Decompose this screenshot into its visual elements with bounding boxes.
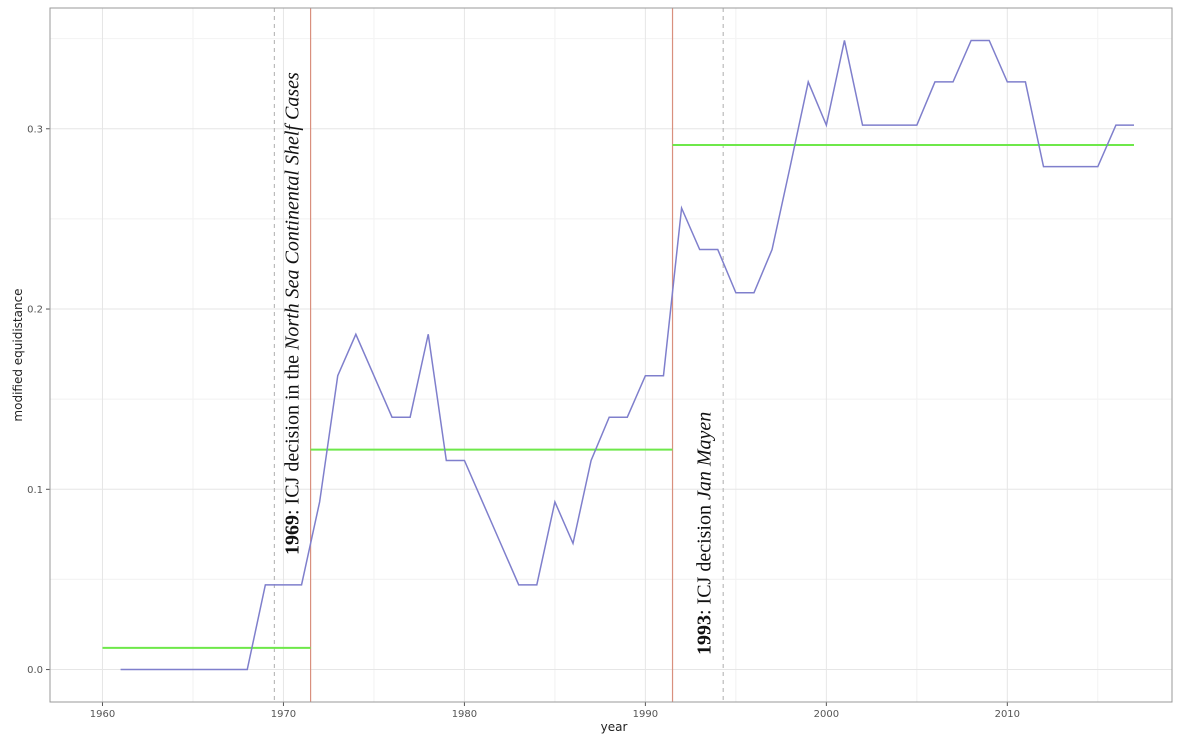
annotation-case: North Sea Continental Shelf Cases xyxy=(282,72,304,351)
x-tick-label: 2010 xyxy=(995,709,1020,720)
x-tick-label: 1960 xyxy=(90,709,115,720)
y-tick-label: 0.2 xyxy=(27,305,43,316)
annotation-case: Jan Mayen xyxy=(694,412,716,500)
plot-border xyxy=(49,7,1173,703)
annotation: 1993: ICJ decision Jan Mayen xyxy=(694,412,716,655)
annotation-year: 1969 xyxy=(282,515,304,555)
x-tick-label: 2000 xyxy=(814,709,839,720)
y-axis-label: modified equidistance xyxy=(11,288,25,421)
x-axis-label: year xyxy=(601,720,628,734)
annotation-text: : ICJ decision xyxy=(694,500,716,615)
annotation-year: 1993 xyxy=(694,615,716,655)
x-tick-label: 1970 xyxy=(271,709,296,720)
y-tick-label: 0.0 xyxy=(27,665,43,676)
y-tick-label: 0.1 xyxy=(27,485,43,496)
annotation-text: : ICJ decision in the xyxy=(282,350,304,515)
annotation: 1969: ICJ decision in the North Sea Cont… xyxy=(282,72,304,555)
x-tick-label: 1990 xyxy=(633,709,658,720)
y-tick-label: 0.3 xyxy=(27,124,43,135)
data-line xyxy=(120,39,1134,671)
x-tick-label: 1980 xyxy=(452,709,477,720)
